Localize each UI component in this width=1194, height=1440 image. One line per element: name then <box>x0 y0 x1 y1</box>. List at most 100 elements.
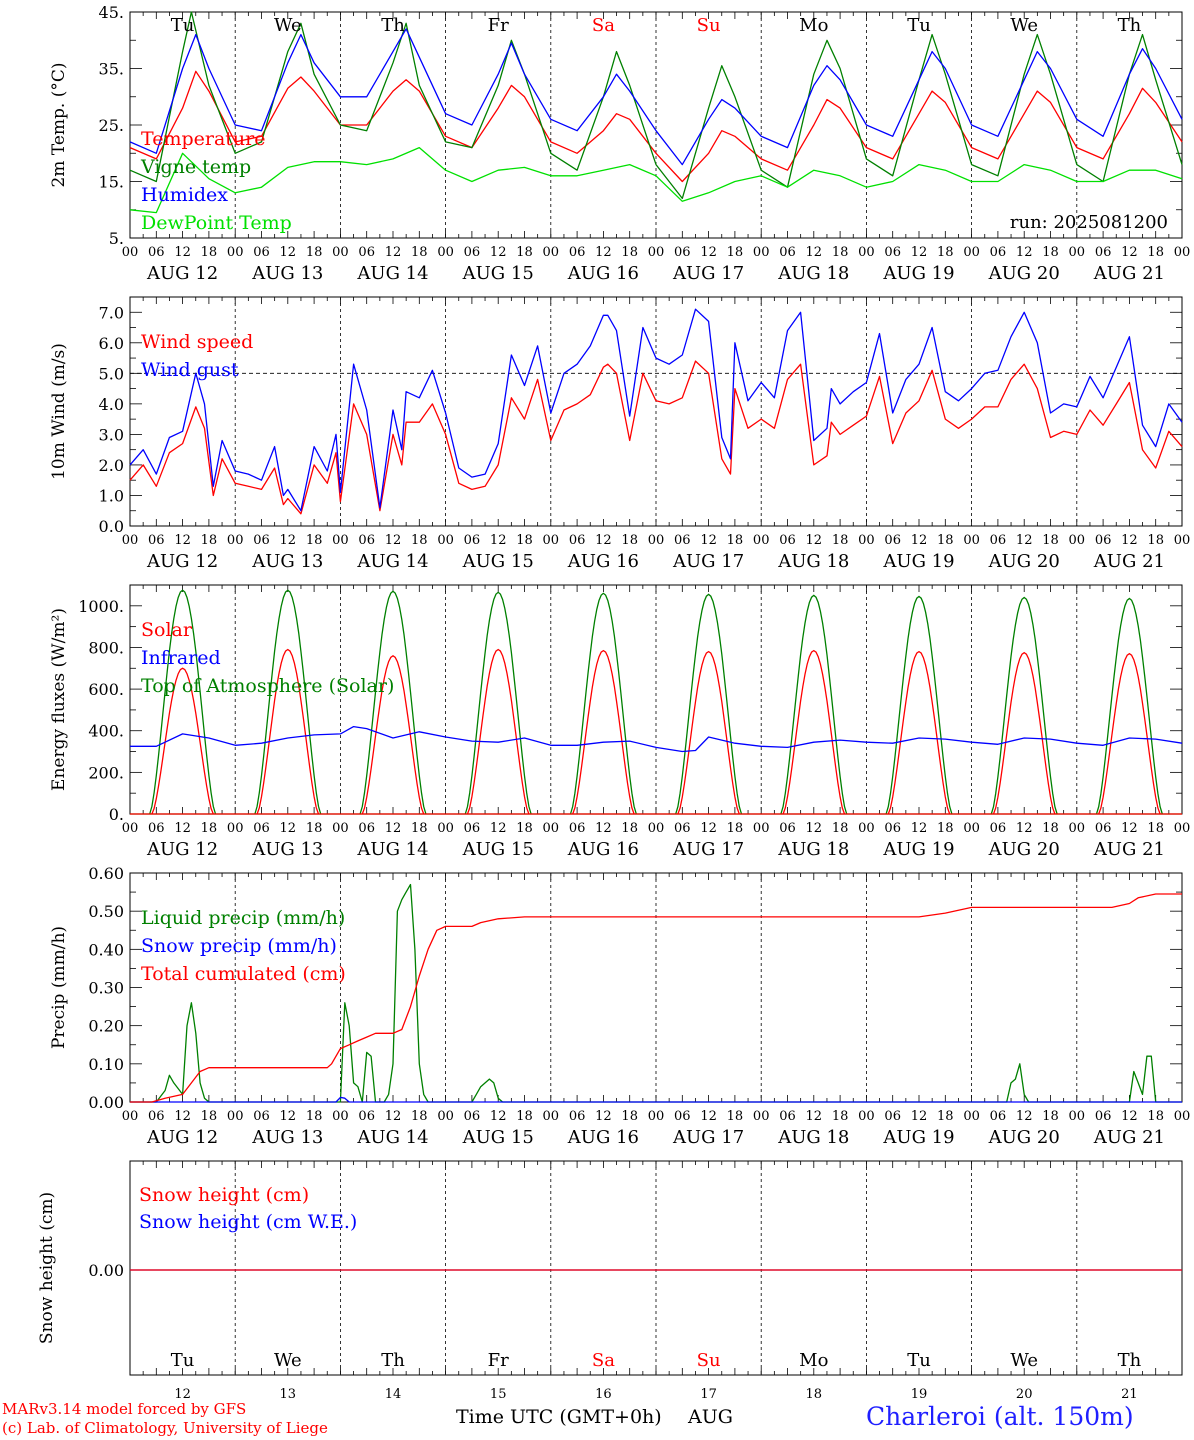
x-tick-label: 12 <box>911 821 928 836</box>
x-tick-label: 06 <box>990 245 1007 260</box>
day-name-label: We <box>274 15 302 36</box>
series-solar <box>782 649 846 815</box>
day-name-label: Mo <box>799 1350 828 1371</box>
day-name-label: We <box>274 1350 302 1371</box>
x-tick-label: 12 <box>490 533 507 548</box>
y-tick-label: 2.0 <box>99 456 124 475</box>
x-tick-label: 12 <box>280 245 297 260</box>
x-date-label: AUG 21 <box>1093 839 1165 860</box>
day-name-label: Su <box>697 1350 721 1371</box>
x-date-label: AUG 19 <box>882 839 954 860</box>
x-tick-label: 18 <box>621 533 638 548</box>
x-date-label: AUG 17 <box>672 1127 744 1148</box>
x-tick-label: 00 <box>963 245 980 260</box>
legend-entry: Temperature <box>141 128 265 150</box>
x-tick-label: 12 <box>280 533 297 548</box>
x-tick-label: 06 <box>884 821 901 836</box>
y-tick-label: 0.40 <box>88 940 124 959</box>
x-tick-label: 00 <box>543 533 560 548</box>
day-name-label: Fr <box>488 1350 509 1371</box>
day-number-label: 18 <box>806 1387 823 1402</box>
x-tick-label: 06 <box>990 1109 1007 1124</box>
x-tick-label: 00 <box>753 821 770 836</box>
x-tick-label: 18 <box>411 821 428 836</box>
series-top-of-atmosphere <box>885 595 953 815</box>
y-tick-label: 7.0 <box>99 303 124 322</box>
x-date-label: AUG 13 <box>251 551 323 572</box>
x-tick-label: 12 <box>385 533 402 548</box>
y-tick-label: 200. <box>88 763 124 782</box>
legend-entry: Infrared <box>141 647 221 669</box>
y-axis-label: Snow height (cm) <box>37 1192 57 1344</box>
x-tick-label: 18 <box>621 821 638 836</box>
run-label: run: 2025081200 <box>1010 212 1168 233</box>
x-tick-label: 18 <box>411 533 428 548</box>
x-date-label: AUG 20 <box>988 263 1060 284</box>
x-tick-label: 06 <box>569 245 586 260</box>
x-tick-label: 18 <box>1042 533 1059 548</box>
x-tick-label: 00 <box>227 821 244 836</box>
x-tick-label: 18 <box>832 533 849 548</box>
x-tick-label: 18 <box>832 1109 849 1124</box>
series-solar <box>887 650 951 815</box>
x-date-label: AUG 12 <box>146 551 218 572</box>
x-tick-label: 12 <box>174 821 191 836</box>
x-tick-label: 06 <box>1095 821 1112 836</box>
x-tick-label: 06 <box>1095 533 1112 548</box>
x-date-label: AUG 14 <box>356 1127 428 1148</box>
x-tick-label: 00 <box>437 821 454 836</box>
x-tick-label: 00 <box>753 245 770 260</box>
day-name-label: Sa <box>592 15 615 36</box>
x-date-label: AUG 16 <box>567 839 639 860</box>
day-number-label: 12 <box>174 1387 191 1402</box>
y-axis-label: Energy fluxes (W/m²) <box>49 608 69 791</box>
x-tick-label: 18 <box>1147 1109 1164 1124</box>
x-tick-label: 18 <box>201 533 218 548</box>
x-tick-label: 06 <box>884 1109 901 1124</box>
series-solar <box>361 655 425 815</box>
x-tick-label: 18 <box>1147 533 1164 548</box>
legend-entry: Wind speed <box>141 331 253 353</box>
series-snow-precip-mm-h- <box>130 1096 1182 1103</box>
x-date-label: AUG 14 <box>356 551 428 572</box>
day-number-label: 20 <box>1016 1387 1033 1402</box>
day-name-label: Tu <box>907 15 931 36</box>
x-tick-label: 00 <box>963 533 980 548</box>
series-solar <box>256 648 320 815</box>
x-tick-label: 12 <box>595 245 612 260</box>
x-date-label: AUG 18 <box>777 551 849 572</box>
series-solar <box>992 651 1056 815</box>
series-infrared <box>130 725 1183 753</box>
x-tick-label: 12 <box>595 533 612 548</box>
x-date-label: AUG 17 <box>672 551 744 572</box>
x-date-label: AUG 14 <box>356 839 428 860</box>
x-tick-label: 12 <box>595 1109 612 1124</box>
x-tick-label: 00 <box>122 1109 139 1124</box>
series-top-of-atmosphere <box>464 591 532 815</box>
day-name-label: We <box>1010 1350 1038 1371</box>
x-tick-label: 12 <box>280 821 297 836</box>
y-tick-label: 25. <box>99 116 124 135</box>
x-tick-label: 12 <box>1121 1109 1138 1124</box>
x-tick-label: 12 <box>1016 821 1033 836</box>
day-name-label: Th <box>381 1350 405 1371</box>
x-tick-label: 12 <box>806 533 823 548</box>
series-temperature <box>129 70 1183 183</box>
day-number-label: 17 <box>700 1387 717 1402</box>
x-tick-label: 12 <box>174 245 191 260</box>
x-tick-label: 18 <box>201 821 218 836</box>
x-tick-label: 00 <box>227 533 244 548</box>
x-tick-label: 06 <box>464 821 481 836</box>
x-tick-label: 12 <box>700 1109 717 1124</box>
x-tick-label: 00 <box>648 821 665 836</box>
x-tick-label: 12 <box>385 245 402 260</box>
x-tick-label: 12 <box>490 821 507 836</box>
x-tick-label: 00 <box>1069 245 1086 260</box>
x-tick-label: 00 <box>753 1109 770 1124</box>
y-tick-label: 5.0 <box>99 364 124 383</box>
x-tick-label: 06 <box>1095 245 1112 260</box>
x-tick-label: 00 <box>1174 245 1191 260</box>
y-tick-label: 0.60 <box>88 864 124 883</box>
x-date-label: AUG 20 <box>988 839 1060 860</box>
y-tick-label: 0.50 <box>88 902 124 921</box>
